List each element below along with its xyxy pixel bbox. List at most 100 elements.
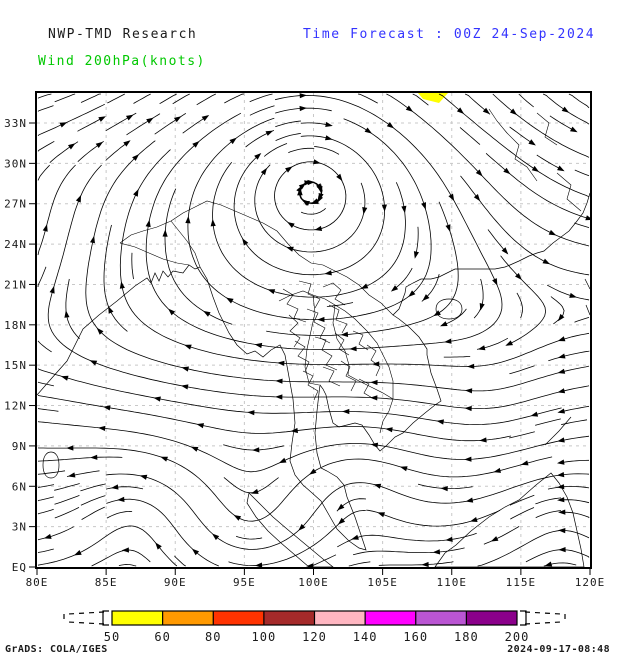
streamline bbox=[37, 421, 590, 473]
streamline bbox=[274, 161, 347, 231]
x-axis-tick-label: 90E bbox=[164, 576, 187, 589]
arrowhead-icon bbox=[145, 219, 151, 228]
arrowhead-icon bbox=[385, 427, 393, 433]
arrowhead-icon bbox=[90, 454, 98, 460]
streamline bbox=[126, 113, 161, 136]
arrowhead-icon bbox=[432, 549, 441, 555]
arrowhead-icon bbox=[440, 321, 448, 327]
colorbar-open-left bbox=[63, 611, 105, 625]
streamline bbox=[235, 535, 263, 540]
streamline bbox=[54, 483, 80, 491]
arrowhead-icon bbox=[444, 338, 452, 344]
colorbar-segment bbox=[162, 611, 214, 625]
streamline bbox=[37, 105, 54, 112]
boundary-line bbox=[314, 336, 338, 371]
arrowhead-icon bbox=[298, 523, 306, 531]
streamline bbox=[473, 278, 484, 319]
arrowhead-icon bbox=[286, 246, 294, 252]
streamline bbox=[275, 120, 302, 128]
arrowhead-icon bbox=[242, 238, 249, 246]
streamline bbox=[37, 164, 50, 181]
arrowhead-icon bbox=[338, 517, 346, 525]
arrowhead-icon bbox=[210, 219, 216, 227]
streamline bbox=[37, 526, 74, 541]
shaded-wind-region bbox=[418, 93, 448, 103]
x-axis-tick-label: 100E bbox=[298, 576, 329, 589]
coastline-layer bbox=[37, 192, 590, 567]
arrowhead-icon bbox=[505, 340, 513, 346]
streamline bbox=[548, 350, 590, 362]
arrowhead-icon bbox=[126, 114, 134, 121]
coastline bbox=[434, 472, 585, 567]
arrowhead-icon bbox=[373, 483, 382, 489]
streamline bbox=[65, 278, 80, 339]
y-axis-tick-label: 3N bbox=[12, 521, 27, 534]
arrowhead-icon bbox=[317, 316, 325, 323]
arrowhead-icon bbox=[201, 115, 210, 122]
arrowhead-icon bbox=[287, 222, 295, 228]
streamline bbox=[509, 126, 535, 146]
arrowhead-icon bbox=[191, 548, 200, 556]
arrowhead-icon bbox=[285, 166, 293, 173]
streamline bbox=[223, 477, 279, 494]
boundaries-layer bbox=[119, 108, 582, 434]
arrowhead-icon bbox=[401, 205, 407, 214]
arrowhead-icon bbox=[473, 194, 481, 202]
streamline bbox=[348, 561, 371, 567]
arrowhead-icon bbox=[557, 388, 566, 394]
streamline bbox=[133, 93, 151, 104]
streamline bbox=[326, 302, 354, 307]
streamline bbox=[459, 127, 481, 145]
arrowhead-icon bbox=[275, 378, 283, 384]
boundary-line bbox=[119, 220, 172, 244]
arrowhead-icon bbox=[111, 484, 119, 490]
streamline bbox=[54, 507, 80, 519]
streamline bbox=[107, 93, 125, 104]
streamline bbox=[37, 368, 562, 425]
streamline bbox=[509, 365, 535, 375]
streamline bbox=[412, 93, 429, 106]
streamline bbox=[37, 484, 55, 489]
arrowhead-icon bbox=[421, 202, 426, 210]
colorbar-tick-label: 60 bbox=[154, 630, 170, 644]
arrowhead-icon bbox=[168, 308, 176, 316]
arrowhead-icon bbox=[325, 121, 333, 127]
boundary-line bbox=[304, 294, 320, 386]
y-axis-tick-label: 12N bbox=[4, 400, 27, 413]
streamline bbox=[172, 93, 190, 105]
boundary-line bbox=[294, 340, 310, 373]
arrowhead-icon bbox=[456, 107, 465, 114]
boundary-line bbox=[119, 242, 190, 266]
flow-arrows-layer bbox=[42, 93, 590, 567]
arrowhead-icon bbox=[117, 496, 125, 502]
x-axis-tick-label: 110E bbox=[437, 576, 468, 589]
streamline bbox=[525, 549, 590, 563]
streamline bbox=[103, 224, 128, 332]
boundary-line bbox=[358, 378, 375, 400]
boundary-line bbox=[328, 304, 348, 334]
streamline bbox=[37, 548, 54, 554]
arrowhead-icon bbox=[66, 445, 74, 451]
arrowhead-icon bbox=[477, 345, 486, 351]
arrowhead-icon bbox=[103, 405, 111, 411]
streamline bbox=[560, 499, 590, 504]
arrowhead-icon bbox=[558, 509, 566, 515]
arrowhead-icon bbox=[313, 159, 321, 165]
colorbar-bracket-left bbox=[102, 610, 109, 626]
map-area bbox=[37, 93, 590, 567]
streamline bbox=[106, 510, 133, 519]
streamline bbox=[483, 526, 520, 545]
boundary-line bbox=[322, 282, 346, 306]
streamline bbox=[37, 340, 52, 353]
x-axis-tick-label: 115E bbox=[506, 576, 537, 589]
streamline bbox=[54, 93, 76, 103]
arrowhead-icon bbox=[557, 497, 565, 503]
arrowhead-icon bbox=[364, 127, 373, 134]
streamlines-layer bbox=[37, 93, 590, 567]
boundary-line bbox=[170, 220, 201, 268]
arrowhead-icon bbox=[299, 105, 307, 112]
coastline bbox=[435, 298, 463, 320]
arrowhead-icon bbox=[203, 310, 211, 317]
streamline bbox=[80, 93, 101, 103]
arrowhead-icon bbox=[570, 126, 578, 133]
